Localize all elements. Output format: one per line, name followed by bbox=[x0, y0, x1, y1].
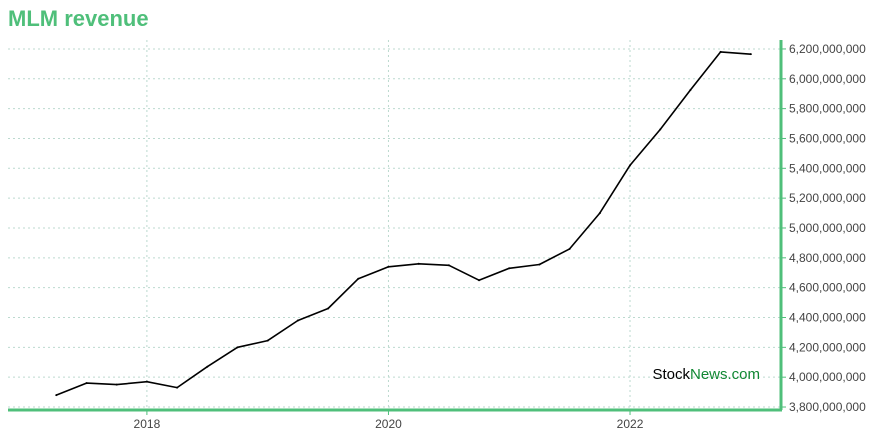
y-tick-label: 4,400,000,000 bbox=[789, 311, 866, 325]
data-point bbox=[749, 53, 752, 56]
y-tick-label: 6,000,000,000 bbox=[789, 72, 866, 86]
y-tick-label: 5,800,000,000 bbox=[789, 102, 866, 116]
x-tick-label: 2018 bbox=[134, 417, 161, 431]
axes bbox=[8, 40, 786, 415]
y-tick-label: 4,800,000,000 bbox=[789, 251, 866, 265]
data-point bbox=[568, 247, 571, 250]
data-point bbox=[659, 128, 662, 131]
data-point bbox=[598, 212, 601, 215]
series-layer bbox=[55, 50, 752, 397]
x-tick-label: 2020 bbox=[375, 417, 402, 431]
data-point bbox=[478, 279, 481, 282]
data-point bbox=[447, 264, 450, 267]
y-tick-label: 5,600,000,000 bbox=[789, 131, 866, 145]
data-point bbox=[115, 383, 118, 386]
data-point bbox=[327, 307, 330, 310]
y-tick-label: 4,600,000,000 bbox=[789, 281, 866, 295]
data-point bbox=[508, 267, 511, 270]
watermark-stock: Stock bbox=[652, 366, 690, 383]
y-tick-label: 3,800,000,000 bbox=[789, 400, 866, 414]
chart-title: MLM revenue bbox=[8, 6, 149, 31]
data-point bbox=[629, 164, 632, 167]
y-tick-label: 4,200,000,000 bbox=[789, 340, 866, 354]
data-point bbox=[689, 88, 692, 91]
grid-lines bbox=[8, 40, 781, 410]
data-point bbox=[55, 394, 58, 397]
x-tick-label: 2022 bbox=[617, 417, 644, 431]
series-line bbox=[55, 51, 752, 396]
tick-labels: 3,800,000,000 4,000,000,000 4,200,000,000 4… bbox=[134, 42, 867, 431]
data-point bbox=[266, 339, 269, 342]
data-point bbox=[206, 365, 209, 368]
data-point bbox=[357, 277, 360, 280]
data-point bbox=[176, 386, 179, 389]
watermark: StockNews.com bbox=[652, 366, 760, 383]
data-point bbox=[387, 265, 390, 268]
y-tick-label: 5,200,000,000 bbox=[789, 191, 866, 205]
data-point bbox=[236, 346, 239, 349]
y-tick-label: 5,000,000,000 bbox=[789, 221, 866, 235]
data-point bbox=[719, 50, 722, 53]
y-tick-label: 6,200,000,000 bbox=[789, 42, 866, 56]
data-point bbox=[85, 382, 88, 385]
data-point bbox=[417, 262, 420, 265]
watermark-news: News.com bbox=[690, 366, 760, 383]
data-point bbox=[145, 380, 148, 383]
y-tick-label: 4,000,000,000 bbox=[789, 370, 866, 384]
y-tick-label: 5,400,000,000 bbox=[789, 161, 866, 175]
data-point bbox=[538, 263, 541, 266]
data-point bbox=[296, 319, 299, 322]
